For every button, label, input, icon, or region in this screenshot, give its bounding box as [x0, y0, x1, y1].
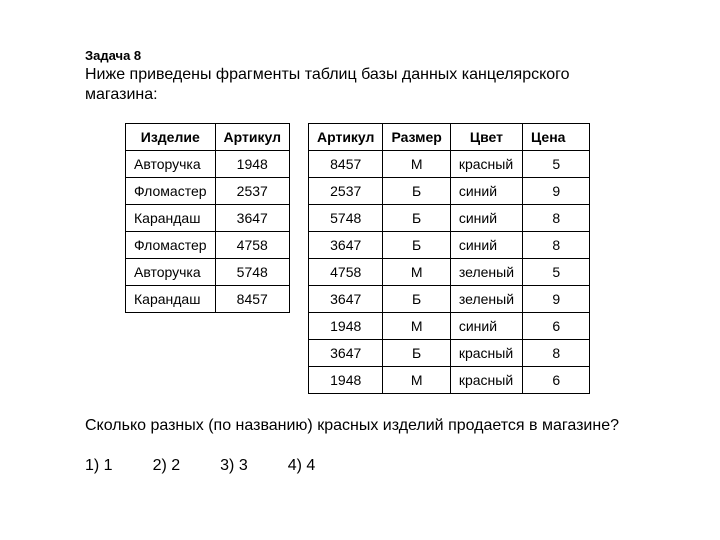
table-cell: красный: [450, 367, 522, 394]
table-cell: синий: [450, 205, 522, 232]
table-row: 3647Бсиний8: [308, 232, 589, 259]
task-number: Задача 8: [85, 48, 635, 63]
table-cell: 1948: [308, 367, 382, 394]
table-row: Авторучка5748: [126, 259, 290, 286]
table-cell: М: [383, 367, 450, 394]
table-cell: зеленый: [450, 259, 522, 286]
table-cell: Авторучка: [126, 259, 216, 286]
table-row: Карандаш8457: [126, 286, 290, 313]
table-cell: 8: [523, 232, 590, 259]
table-row: 3647Бкрасный8: [308, 340, 589, 367]
column-header: Размер: [383, 124, 450, 151]
table-cell: Б: [383, 205, 450, 232]
details-header-row: АртикулРазмерЦветЦена: [308, 124, 589, 151]
table-cell: зеленый: [450, 286, 522, 313]
table-cell: 9: [523, 178, 590, 205]
table-cell: 3647: [308, 232, 382, 259]
table-row: Фломастер4758: [126, 232, 290, 259]
table-cell: 8457: [308, 151, 382, 178]
table-cell: 1948: [308, 313, 382, 340]
table-row: Фломастер2537: [126, 178, 290, 205]
answer-2: 2) 2: [153, 457, 181, 475]
table-row: 5748Бсиний8: [308, 205, 589, 232]
table-cell: красный: [450, 340, 522, 367]
table-cell: 1948: [215, 151, 289, 178]
column-header: Артикул: [215, 124, 289, 151]
table-cell: М: [383, 151, 450, 178]
answer-4: 4) 4: [288, 457, 316, 475]
table-cell: Б: [383, 232, 450, 259]
table-cell: Карандаш: [126, 286, 216, 313]
table-cell: 5: [523, 259, 590, 286]
answer-3: 3) 3: [220, 457, 248, 475]
table-cell: Б: [383, 178, 450, 205]
table-cell: 6: [523, 367, 590, 394]
column-header: Цвет: [450, 124, 522, 151]
column-header: Артикул: [308, 124, 382, 151]
table-cell: синий: [450, 178, 522, 205]
table-cell: 5748: [215, 259, 289, 286]
table-cell: синий: [450, 313, 522, 340]
table-cell: Фломастер: [126, 178, 216, 205]
column-header: Цена: [523, 124, 590, 151]
task-description: Ниже приведены фрагменты таблиц базы дан…: [85, 65, 635, 105]
table-row: 4758Мзеленый5: [308, 259, 589, 286]
table-cell: 4758: [308, 259, 382, 286]
table-cell: 2537: [215, 178, 289, 205]
table-cell: 6: [523, 313, 590, 340]
table-cell: красный: [450, 151, 522, 178]
question-text: Сколько разных (по названию) красных изд…: [85, 416, 635, 437]
table-cell: 5748: [308, 205, 382, 232]
table-cell: М: [383, 313, 450, 340]
table-cell: 2537: [308, 178, 382, 205]
table-cell: 8: [523, 340, 590, 367]
answer-1: 1) 1: [85, 457, 113, 475]
table-cell: Авторучка: [126, 151, 216, 178]
table-cell: 9: [523, 286, 590, 313]
table-cell: Фломастер: [126, 232, 216, 259]
table-cell: 8: [523, 205, 590, 232]
details-body: 8457Мкрасный52537Бсиний95748Бсиний83647Б…: [308, 151, 589, 394]
table-row: 2537Бсиний9: [308, 178, 589, 205]
table-cell: 3647: [308, 286, 382, 313]
table-cell: Б: [383, 286, 450, 313]
table-cell: Карандаш: [126, 205, 216, 232]
table-cell: 4758: [215, 232, 289, 259]
table-row: 1948Мсиний6: [308, 313, 589, 340]
table-cell: синий: [450, 232, 522, 259]
table-cell: 8457: [215, 286, 289, 313]
table-cell: М: [383, 259, 450, 286]
table-row: Карандаш3647: [126, 205, 290, 232]
products-header-row: ИзделиеАртикул: [126, 124, 290, 151]
products-body: Авторучка1948Фломастер2537Карандаш3647Фл…: [126, 151, 290, 313]
answer-options: 1) 1 2) 2 3) 3 4) 4: [85, 457, 635, 475]
table-row: 3647Бзеленый9: [308, 286, 589, 313]
table-row: 1948Мкрасный6: [308, 367, 589, 394]
details-table: АртикулРазмерЦветЦена 8457Мкрасный52537Б…: [308, 123, 590, 394]
tables-container: ИзделиеАртикул Авторучка1948Фломастер253…: [125, 123, 635, 394]
table-cell: 3647: [215, 205, 289, 232]
products-table: ИзделиеАртикул Авторучка1948Фломастер253…: [125, 123, 290, 313]
table-cell: Б: [383, 340, 450, 367]
table-cell: 5: [523, 151, 590, 178]
table-row: Авторучка1948: [126, 151, 290, 178]
table-row: 8457Мкрасный5: [308, 151, 589, 178]
column-header: Изделие: [126, 124, 216, 151]
table-cell: 3647: [308, 340, 382, 367]
